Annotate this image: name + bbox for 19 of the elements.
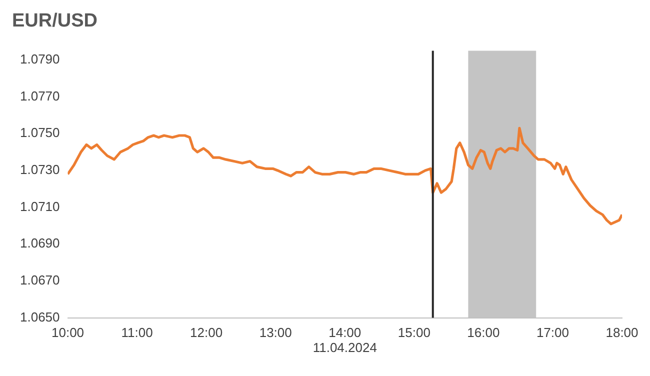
x-tick-label: 12:00 [190,325,223,340]
y-tick-label: 1.0670 [20,272,60,288]
y-tick-label: 1.0710 [20,198,60,214]
x-tick-label: 14:00 [328,325,362,340]
x-tick-label: 15:00 [398,325,430,340]
y-tick-label: 1.0650 [20,309,60,324]
y-tick-label: 1.0690 [20,236,60,251]
x-tick-label: 11:00 [121,325,153,340]
y-tick-label: 1.0790 [20,52,60,67]
x-tick-label: 17:00 [536,325,569,340]
y-tick-label: 1.0730 [20,162,60,178]
x-tick-label: 13:00 [259,325,292,340]
y-tick-label: 1.0770 [20,88,60,104]
y-tick-label: 1.0750 [20,125,60,140]
x-tick-label: 10:00 [51,325,84,340]
x-axis-title: 11.04.2024 [312,340,377,355]
x-tick-label: 16:00 [467,325,500,340]
chart-title: EUR/USD [12,10,98,32]
x-tick-label: 18:00 [606,325,638,340]
